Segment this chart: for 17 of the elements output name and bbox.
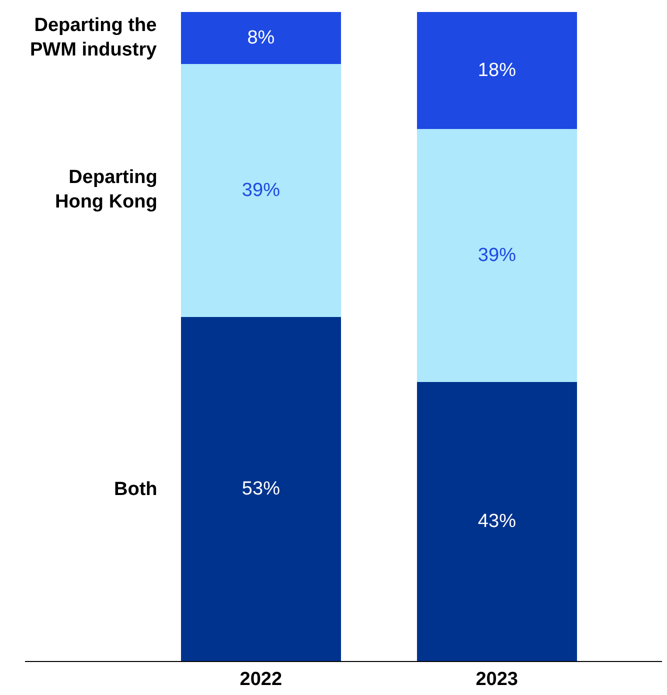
bar bbox=[417, 382, 577, 661]
bar bbox=[181, 317, 341, 661]
series-label: Departing Hong Kong bbox=[55, 167, 158, 213]
bar bbox=[417, 12, 577, 129]
bar bbox=[181, 64, 341, 317]
x-tick-label: 2023 bbox=[476, 668, 518, 690]
data-label: 43% bbox=[478, 511, 516, 532]
bar bbox=[417, 129, 577, 382]
data-label: 39% bbox=[242, 180, 280, 201]
data-label: 18% bbox=[478, 60, 516, 81]
data-label: 8% bbox=[247, 28, 275, 48]
bar bbox=[181, 12, 341, 64]
series-label: Both bbox=[114, 479, 158, 500]
data-label: 53% bbox=[242, 478, 280, 500]
series-label: Departing the PWM industry bbox=[30, 15, 158, 61]
data-label: 39% bbox=[478, 245, 516, 266]
x-tick-label: 2022 bbox=[240, 668, 282, 690]
